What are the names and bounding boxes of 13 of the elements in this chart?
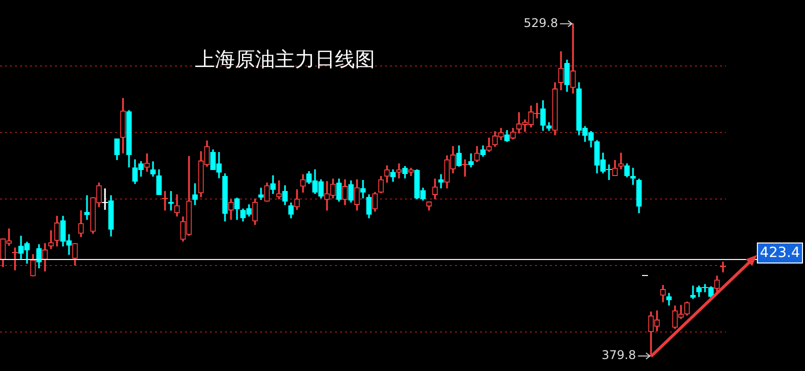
- annotation: 379.8: [602, 348, 636, 362]
- candlestick: [690, 286, 696, 299]
- candlestick: [162, 191, 168, 211]
- candlestick: [360, 180, 366, 198]
- candlestick: [12, 248, 18, 270]
- annotation: 529.8: [524, 16, 558, 30]
- candlestick: [570, 23, 576, 94]
- text: 上海原油主力日线图: [195, 46, 375, 73]
- candlestick: [102, 188, 108, 210]
- ref-line-label: 423.4: [760, 245, 800, 262]
- candlestick: [48, 230, 54, 250]
- candlestick: [720, 262, 726, 272]
- candlestick: [462, 159, 468, 177]
